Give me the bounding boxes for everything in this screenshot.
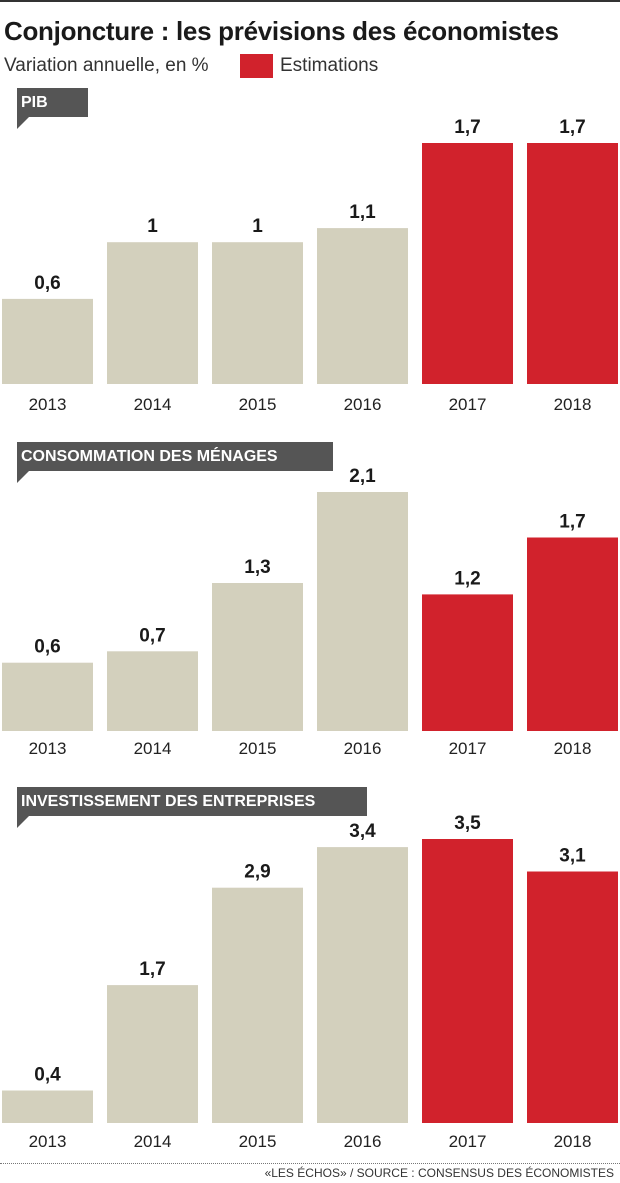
- bar-2014: [107, 651, 198, 731]
- x-tick-label: 2017: [449, 395, 487, 414]
- data-label: 1: [252, 216, 263, 237]
- data-label: 1,2: [454, 568, 480, 589]
- x-tick-label: 2018: [554, 395, 592, 414]
- legend-swatch-estimations: [240, 54, 273, 78]
- x-tick-label: 2015: [239, 739, 277, 758]
- chart-subtitle: Variation annuelle, en %: [4, 55, 209, 76]
- x-tick-label: 2017: [449, 1132, 487, 1151]
- data-label: 2,9: [244, 862, 270, 883]
- footer-rule: [0, 1163, 620, 1164]
- x-tick-label: 2016: [344, 739, 382, 758]
- data-label: 1,7: [454, 117, 480, 138]
- x-tick-label: 2013: [29, 739, 67, 758]
- data-label: 1,7: [559, 117, 585, 138]
- panel-tag-notch: [17, 816, 29, 828]
- panel-tag-notch: [17, 471, 29, 483]
- panel-title-investissement: INVESTISSEMENT DES ENTREPRISES: [17, 787, 367, 816]
- bar-2016: [317, 847, 408, 1123]
- x-tick-label: 2016: [344, 1132, 382, 1151]
- x-tick-label: 2016: [344, 395, 382, 414]
- bar-2015: [212, 583, 303, 731]
- bar-2018: [527, 537, 618, 731]
- data-label: 3,5: [454, 813, 481, 834]
- data-label: 1: [147, 216, 158, 237]
- panel-title-pib: PIB: [17, 88, 88, 117]
- data-label: 2,1: [349, 466, 376, 487]
- x-tick-label: 2013: [29, 1132, 67, 1151]
- data-label: 0,4: [34, 1065, 61, 1086]
- data-label: 1,3: [244, 557, 270, 578]
- x-tick-label: 2015: [239, 1132, 277, 1151]
- legend-label-estimations: Estimations: [280, 55, 379, 76]
- bar-2018: [527, 871, 618, 1123]
- data-label: 0,7: [139, 625, 165, 646]
- bar-2013: [2, 298, 93, 384]
- x-tick-label: 2014: [134, 1132, 172, 1151]
- bar-2015: [212, 887, 303, 1123]
- bar-2013: [2, 1090, 93, 1123]
- x-tick-label: 2015: [239, 395, 277, 414]
- panel-title-consommation: CONSOMMATION DES MÉNAGES: [17, 442, 333, 471]
- data-label: 1,1: [349, 202, 376, 223]
- bar-2017: [422, 594, 513, 731]
- chart-title: Conjoncture : les prévisions des économi…: [4, 16, 559, 46]
- bar-2018: [527, 143, 618, 384]
- data-label: 3,4: [349, 821, 376, 842]
- top-rule: [0, 0, 620, 2]
- x-tick-label: 2014: [134, 395, 172, 414]
- data-label: 3,1: [559, 846, 586, 867]
- data-label: 1,7: [139, 959, 165, 980]
- data-label: 1,7: [559, 512, 585, 533]
- x-tick-label: 2018: [554, 1132, 592, 1151]
- bar-2013: [2, 662, 93, 731]
- data-label: 0,6: [34, 637, 60, 658]
- source-note: «LES ÉCHOS» / SOURCE : CONSENSUS DES ÉCO…: [264, 1166, 614, 1180]
- bar-2017: [422, 143, 513, 384]
- panel-tag-notch: [17, 117, 29, 129]
- data-label: 0,6: [34, 273, 60, 294]
- x-tick-label: 2018: [554, 739, 592, 758]
- bar-2015: [212, 242, 303, 384]
- bar-2016: [317, 228, 408, 384]
- bar-2014: [107, 242, 198, 384]
- x-tick-label: 2017: [449, 739, 487, 758]
- x-tick-label: 2013: [29, 395, 67, 414]
- bar-2016: [317, 492, 408, 731]
- bar-2017: [422, 839, 513, 1123]
- x-tick-label: 2014: [134, 739, 172, 758]
- bar-2014: [107, 985, 198, 1123]
